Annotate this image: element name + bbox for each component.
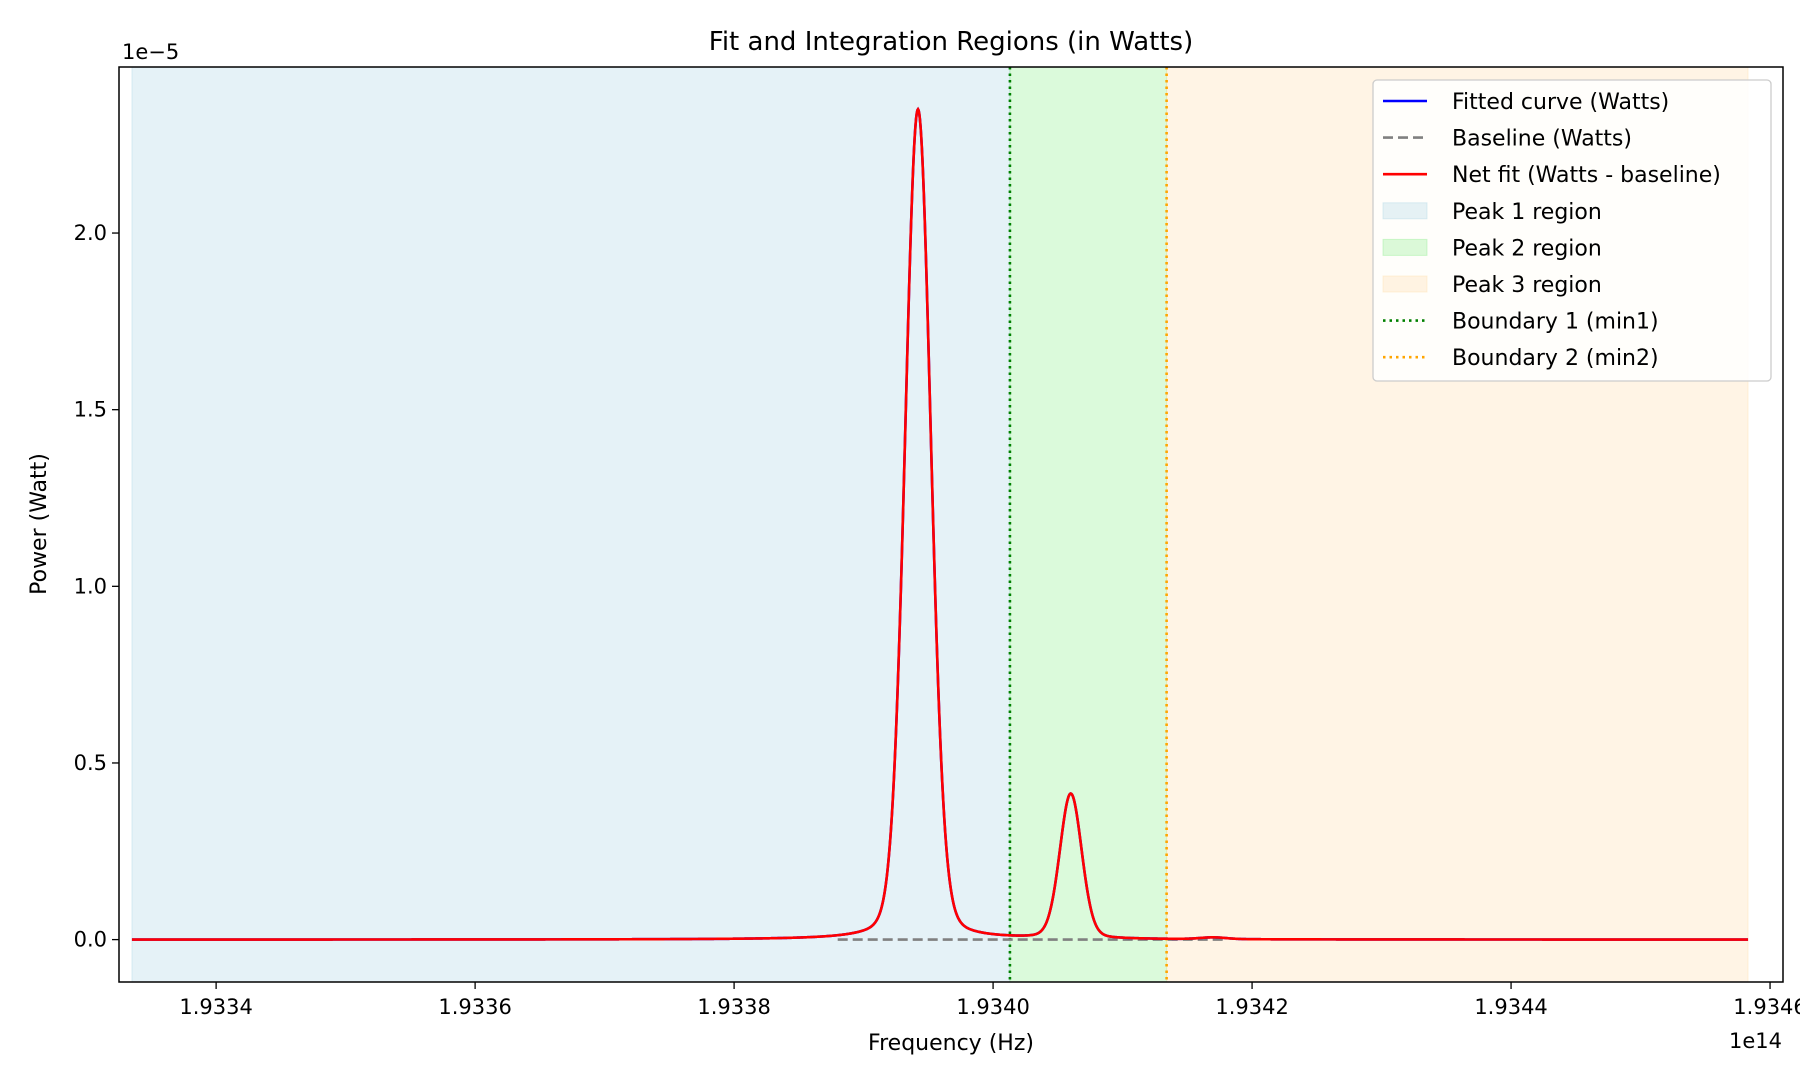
x-scale-note: 1e14 — [1729, 1029, 1782, 1053]
boundaries-layer — [1008, 67, 1168, 982]
series-layer — [131, 106, 1749, 941]
legend: Fitted curve (Watts) Baseline (Watts) Net … — [1372, 79, 1772, 382]
x-tick-label: 1.9334 — [179, 995, 252, 1019]
y-tick-label: 1.0 — [74, 574, 107, 598]
legend-label: Boundary 1 (min1) — [1452, 310, 1659, 335]
net-fit-line — [131, 106, 1749, 941]
y-tick-label: 1.5 — [74, 398, 107, 422]
x-tick-label: 1.9338 — [697, 995, 770, 1019]
x-axis-label: Frequency (Hz) — [868, 1031, 1034, 1056]
region-1 — [131, 66, 1011, 983]
y-tick-label: 0.5 — [74, 751, 107, 775]
legend-label: Baseline (Watts) — [1452, 127, 1632, 152]
legend-swatch — [1382, 238, 1428, 256]
y-tick-label: 0.0 — [74, 928, 107, 952]
x-tick-label: 1.9340 — [956, 995, 1029, 1019]
x-ticks: 1.9334 1.9336 1.9338 1.9340 1.9342 1.9344 1.93… — [179, 982, 1800, 1019]
y-axis-label: Power (Watt) — [27, 453, 52, 595]
y-ticks: 0.0 0.5 1.0 1.5 2.0 — [74, 221, 119, 952]
legend-label: Boundary 2 (min2) — [1452, 346, 1659, 371]
region-2 — [1009, 66, 1168, 983]
x-tick-label: 1.9346 — [1733, 995, 1800, 1019]
legend-label: Peak 2 region — [1452, 236, 1602, 261]
x-tick-label: 1.9344 — [1474, 995, 1547, 1019]
legend-label: Peak 1 region — [1452, 200, 1602, 225]
legend-label: Fitted curve (Watts) — [1452, 90, 1669, 115]
legend-label: Net fit (Watts - baseline) — [1452, 163, 1721, 188]
x-tick-label: 1.9342 — [1215, 995, 1288, 1019]
legend-swatch — [1382, 275, 1428, 293]
x-tick-label: 1.9336 — [438, 995, 511, 1019]
legend-box — [1372, 79, 1772, 382]
y-tick-label: 2.0 — [74, 221, 107, 245]
legend-label: Peak 3 region — [1452, 273, 1602, 298]
chart-title: Fit and Integration Regions (in Watts) — [709, 27, 1193, 57]
legend-swatch — [1382, 202, 1428, 220]
plot-frame — [118, 66, 1784, 983]
y-scale-note: 1e−5 — [122, 40, 179, 64]
